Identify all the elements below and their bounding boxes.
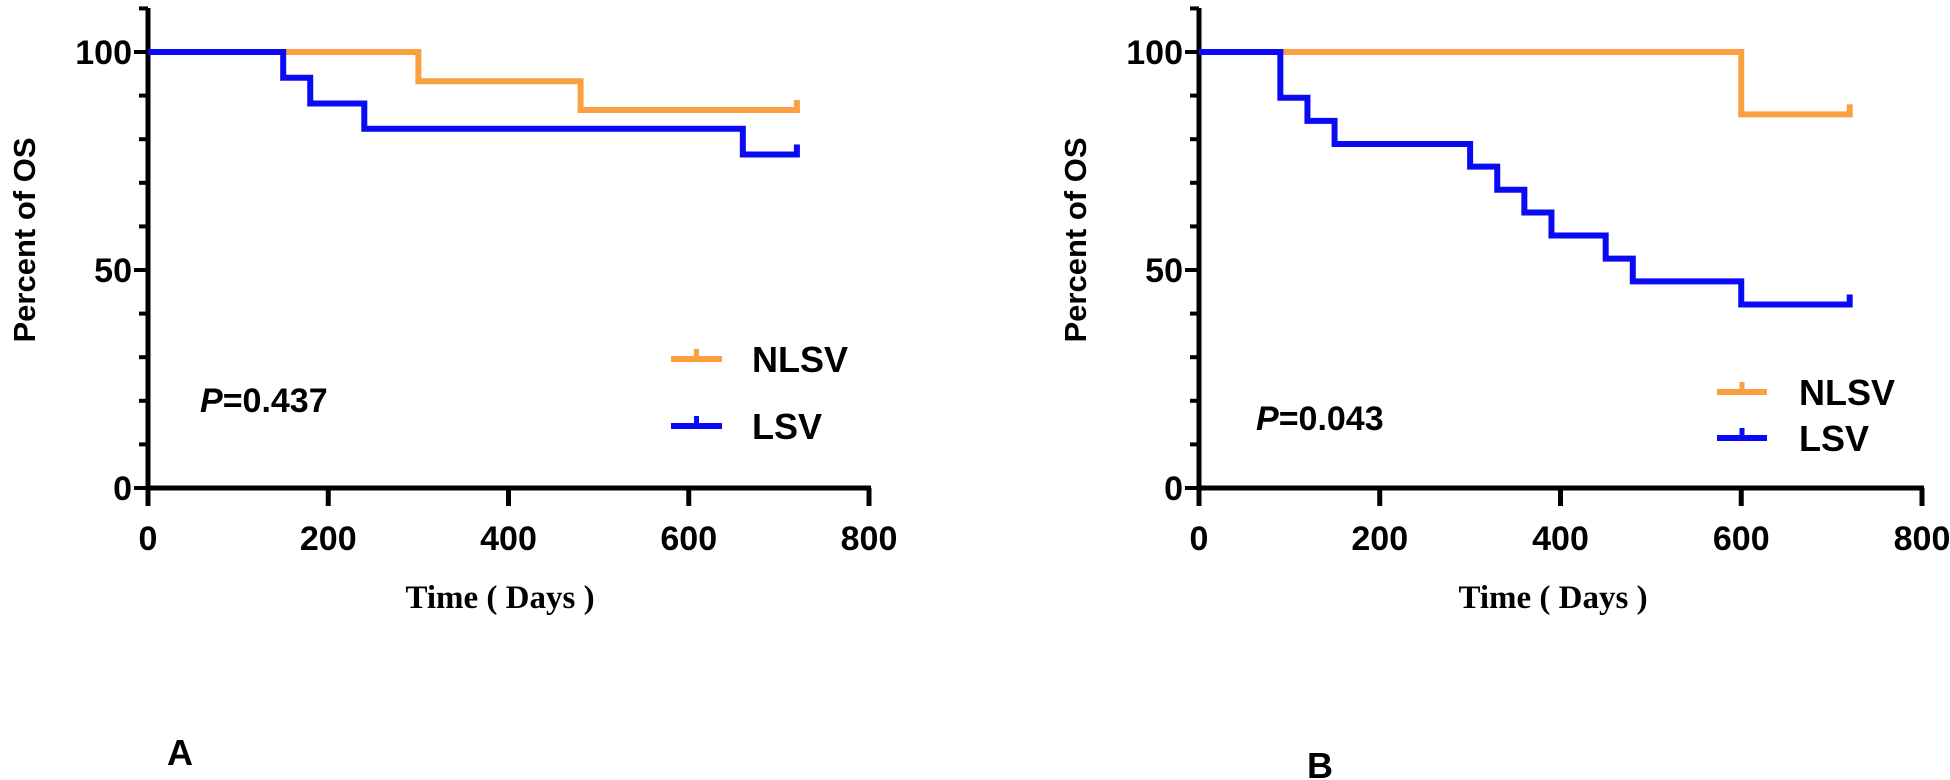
km-curve-lsv	[1199, 49, 1850, 308]
x-tick-label: 400	[1532, 520, 1589, 558]
panel-label: A	[167, 732, 193, 773]
y-axis-label: Percent of OS	[1058, 138, 1093, 343]
y-tick-label: 50	[94, 252, 132, 290]
legend-label: LSV	[1799, 418, 1869, 459]
p-value-text: =0.437	[223, 382, 328, 420]
legend-label: NLSV	[752, 339, 848, 380]
panel-a: 0 50 100 0 200 400 600 800 Time ( Days ) Percent …	[7, 6, 898, 773]
x-tick-label: 200	[300, 520, 357, 558]
p-value: P=0.437	[200, 382, 328, 420]
panel-label: B	[1307, 745, 1333, 780]
legend-label: NLSV	[1799, 372, 1895, 413]
x-tick-label: 400	[480, 520, 537, 558]
p-symbol: P	[200, 382, 223, 420]
y-tick-label: 50	[1145, 252, 1183, 290]
legend-item-nlsv: NLSV	[1717, 372, 1895, 413]
y-tick-label: 100	[75, 34, 132, 72]
x-tick-label: 800	[841, 520, 898, 558]
p-value-text: =0.043	[1279, 400, 1384, 438]
panel-b: 0 50 100 0 200 400 600 800 Time ( Days ) Percent …	[1058, 6, 1950, 780]
x-tick-label: 0	[1190, 520, 1209, 558]
x-axis-label: Time ( Days )	[1458, 580, 1647, 616]
km-curve-nlsv	[1199, 49, 1850, 118]
y-tick-label: 100	[1126, 34, 1183, 72]
x-tick-label: 0	[139, 520, 158, 558]
p-symbol: P	[1256, 400, 1279, 438]
km-curve-lsv	[148, 49, 797, 158]
x-tick-label: 200	[1351, 520, 1408, 558]
y-tick-label: 0	[1164, 470, 1183, 508]
x-tick-label: 600	[660, 520, 717, 558]
x-tick-label: 600	[1713, 520, 1770, 558]
y-axis-label: Percent of OS	[7, 138, 42, 343]
legend-item-nlsv: NLSV	[671, 339, 848, 380]
legend-item-lsv: LSV	[671, 406, 822, 447]
y-tick-label: 0	[113, 470, 132, 508]
p-value: P=0.043	[1256, 400, 1384, 438]
x-tick-label: 800	[1894, 520, 1950, 558]
km-curve-nlsv	[148, 49, 797, 113]
legend-label: LSV	[752, 406, 822, 447]
legend-item-lsv: LSV	[1717, 418, 1869, 459]
x-axis-label: Time ( Days )	[405, 580, 594, 616]
